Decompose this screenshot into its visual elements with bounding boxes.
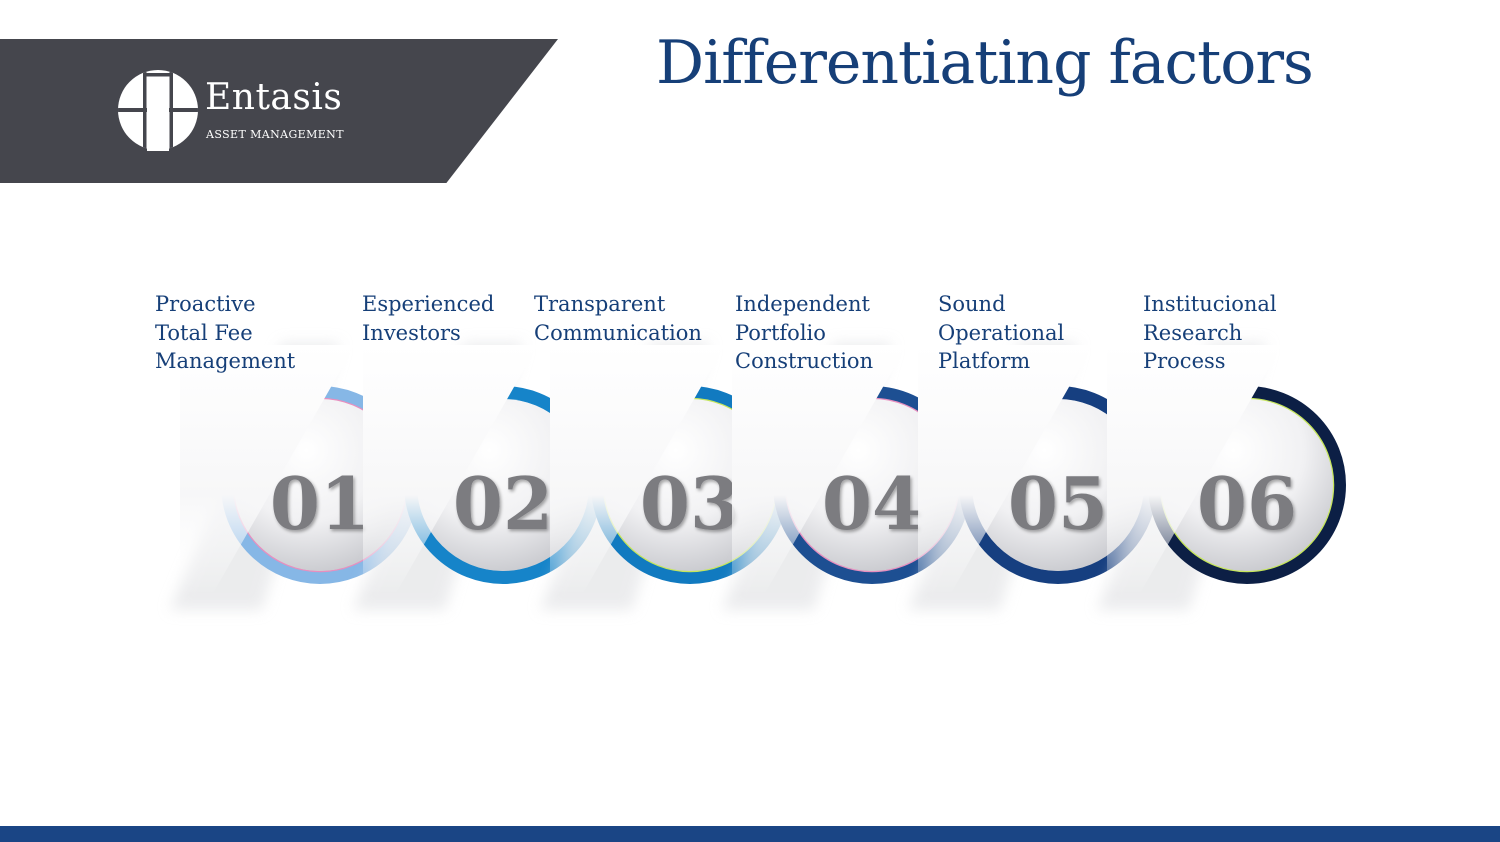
step-cut: [732, 345, 907, 595]
step-label-line: Communication: [534, 320, 702, 345]
step-label: Institucional Research Process: [1143, 290, 1277, 376]
step-label-line: Construction: [735, 349, 874, 373]
step-label: Sound Operational Platform: [938, 290, 1064, 376]
step-label-line: Total Fee: [155, 320, 253, 345]
column-in-circle-icon: [118, 70, 198, 151]
brand-name: Entasis: [205, 77, 343, 118]
step-label-line: Research: [1143, 320, 1243, 345]
step-cut: [180, 345, 355, 595]
footer-bar: [0, 826, 1500, 842]
step-label-line: Process: [1143, 349, 1226, 373]
step-01: 01: [170, 343, 419, 610]
step-cut: [918, 345, 1093, 595]
step-label-line: Esperienced: [362, 292, 495, 316]
step-label: Independent Portfolio Construction: [735, 290, 873, 376]
step-number: 01: [270, 461, 370, 546]
step-label: Transparent Communication: [534, 290, 702, 347]
step-number: 06: [1197, 461, 1297, 546]
step-cut: [1107, 345, 1282, 595]
step-label-line: Investors: [362, 320, 461, 345]
brand-subtitle: ASSET MANAGEMENT: [206, 128, 344, 141]
step-cut: [550, 345, 725, 595]
step-label-line: Proactive: [155, 292, 256, 316]
step-label-line: Transparent: [534, 292, 666, 316]
step-05: 05: [908, 343, 1157, 610]
step-label-line: Independent: [735, 292, 870, 316]
step-label-line: Portfolio: [735, 320, 826, 345]
step-number: 02: [453, 461, 553, 546]
step-label-line: Management: [155, 349, 296, 373]
step-02: 02: [353, 343, 602, 610]
step-cut: [363, 345, 538, 595]
step-label-line: Sound: [938, 292, 1006, 316]
step-number: 03: [640, 461, 740, 546]
step-number: 04: [822, 461, 922, 546]
step-label: Esperienced Investors: [362, 290, 494, 347]
page-title: Differentiating factors: [656, 28, 1314, 98]
step-06: 06: [1097, 343, 1346, 610]
step-label-line: Institucional: [1143, 292, 1277, 316]
step-label: Proactive Total Fee Management: [155, 290, 295, 376]
step-number: 05: [1008, 461, 1108, 546]
step-label-line: Operational: [938, 320, 1065, 345]
step-label-line: Platform: [938, 349, 1031, 373]
